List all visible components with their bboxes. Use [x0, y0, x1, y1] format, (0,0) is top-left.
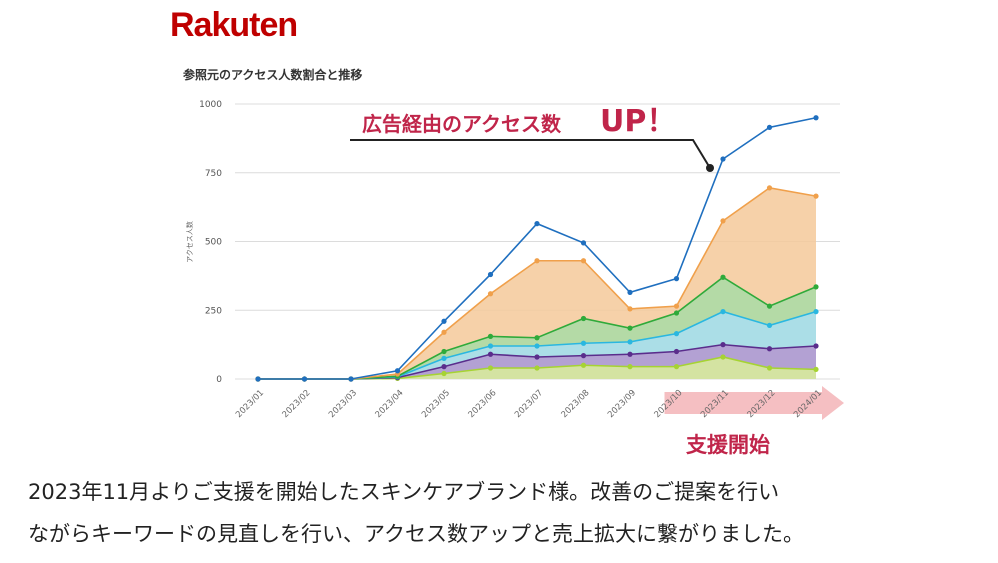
data-point [348, 376, 354, 382]
data-point [487, 291, 494, 297]
y-tick-label: 500 [205, 238, 222, 248]
data-point [720, 156, 726, 162]
data-point [487, 351, 494, 357]
data-point [673, 364, 680, 370]
data-point [813, 309, 819, 315]
y-axis-label: アクセス人数 [185, 221, 194, 263]
x-tick-label: 2023/08 [560, 388, 592, 420]
data-point [534, 221, 540, 227]
chart-title: 参照元のアクセス人数割合と推移 [183, 68, 363, 82]
data-point [813, 366, 819, 372]
data-point [766, 365, 773, 371]
data-point [766, 322, 773, 328]
data-point [580, 315, 587, 322]
data-point [441, 329, 447, 335]
data-point [673, 331, 680, 337]
support-period-arrow [664, 386, 844, 420]
data-point [813, 343, 819, 349]
data-point [766, 124, 773, 130]
data-point [441, 370, 447, 377]
data-point [673, 348, 680, 355]
data-point [255, 376, 261, 382]
data-point [441, 355, 447, 361]
data-point [580, 240, 587, 246]
data-point [534, 335, 540, 341]
callout-leader-line [350, 139, 711, 169]
data-point [441, 318, 447, 324]
callout-text: 広告経由のアクセス数 [362, 112, 562, 136]
data-point [580, 362, 587, 368]
area-chart: 0 250 500 750 1000 アクセス人数 2023/01 2023/02 2023/0… [185, 100, 844, 457]
data-point [766, 303, 773, 309]
x-tick-label: 2023/03 [327, 388, 359, 420]
x-tick-label: 2023/01 [234, 388, 266, 420]
y-tick-label: 750 [205, 169, 222, 179]
data-point [627, 339, 633, 345]
data-point [534, 354, 540, 360]
callout-emphasis: UP！ [600, 104, 676, 139]
data-point [627, 351, 633, 357]
data-point [627, 325, 633, 331]
data-point [487, 343, 494, 349]
data-point [766, 185, 773, 191]
data-point [813, 193, 819, 199]
data-point [534, 365, 540, 371]
data-point [720, 342, 726, 348]
y-tick-label: 250 [205, 306, 222, 316]
data-point [673, 303, 680, 309]
data-point [487, 271, 494, 278]
caption-line-1: 2023年11月よりご支援を開始したスキンケアブランド様。改善のご提案を行い [28, 480, 780, 504]
data-point [720, 218, 726, 224]
data-point [813, 284, 819, 290]
data-point [580, 258, 587, 264]
data-point [487, 333, 494, 339]
x-tick-label: 2023/06 [467, 388, 499, 420]
data-point [441, 364, 447, 370]
x-tick-label: 2023/04 [374, 388, 406, 420]
y-tick-label: 0 [216, 375, 222, 385]
caption-line-2: ながらキーワードの見直しを行い、アクセス数アップと売上拡大に繋がりました。 [28, 522, 804, 546]
data-point [673, 276, 680, 282]
data-point [720, 274, 726, 280]
x-tick-label: 2023/09 [606, 388, 638, 420]
data-point [534, 258, 540, 264]
data-point [580, 340, 587, 346]
data-point [627, 364, 633, 370]
data-point [673, 310, 680, 316]
data-point [394, 368, 401, 374]
rakuten-logo: Rakuten [170, 6, 298, 44]
x-tick-label: 2023/07 [513, 388, 545, 420]
callout-dot [706, 164, 714, 172]
data-point [720, 354, 726, 360]
y-tick-label: 1000 [199, 100, 222, 110]
data-point [627, 306, 633, 312]
x-tick-label: 2023/05 [420, 388, 452, 420]
data-point [813, 115, 819, 121]
data-point [487, 365, 494, 371]
data-point [720, 309, 726, 315]
data-point [301, 376, 308, 382]
data-point [580, 353, 587, 359]
data-point [534, 343, 540, 349]
x-tick-label: 2023/02 [281, 388, 313, 420]
support-start-label: 支援開始 [686, 433, 770, 457]
data-point [627, 289, 633, 295]
data-point [766, 346, 773, 352]
data-point [441, 348, 447, 355]
